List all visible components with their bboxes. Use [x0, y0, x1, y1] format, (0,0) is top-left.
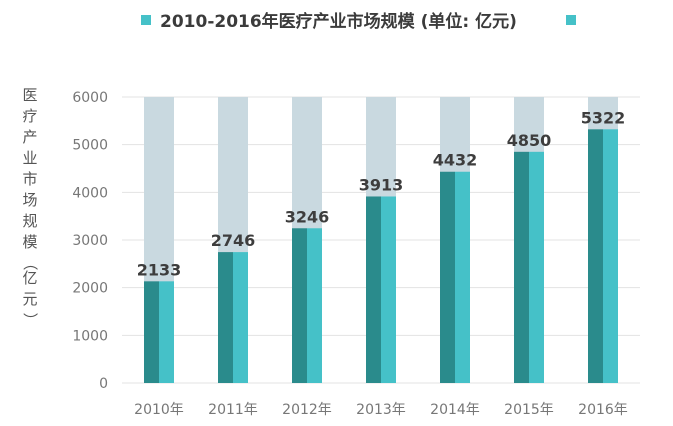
y-tick-label: 1000 — [72, 328, 108, 344]
value-bar-light — [307, 228, 322, 383]
y-tick-label: 2000 — [72, 281, 108, 297]
y-axis-label-char: 医 — [22, 86, 37, 104]
value-bar-light — [603, 129, 618, 383]
x-tick-label: 2014年 — [430, 402, 480, 418]
data-label: 2746 — [211, 231, 256, 250]
y-axis-label-char: 场 — [22, 191, 37, 209]
y-tick-label: 3000 — [72, 233, 108, 249]
y-axis-label-char: 市 — [22, 170, 37, 188]
x-axis-ticks: 2010年 2011年 2012年 2013年 2014年 2015年 2016年 — [134, 402, 628, 418]
data-label: 2133 — [137, 260, 182, 279]
value-bar-dark — [218, 252, 233, 383]
y-tick-label: 0 — [99, 376, 108, 392]
x-tick-label: 2011年 — [208, 402, 258, 418]
value-bar-dark — [514, 151, 529, 383]
bars — [144, 97, 618, 383]
title-marker-right — [566, 15, 576, 25]
data-label: 3913 — [359, 175, 404, 194]
value-bar-light — [381, 196, 396, 383]
data-label: 3246 — [285, 207, 330, 226]
value-bar-light — [529, 151, 544, 383]
data-labels: 2133 2746 3246 3913 4432 4850 5322 — [137, 108, 626, 279]
y-axis-label-char: 规 — [22, 212, 37, 230]
y-axis-label-char: 亿 — [22, 269, 37, 287]
y-axis-label-char: 产 — [22, 128, 37, 146]
value-bar-dark — [366, 196, 381, 383]
y-tick-label: 6000 — [72, 90, 108, 106]
value-bar-light — [233, 252, 248, 383]
chart-title-group: 2010-2016年医疗产业市场规模 (单位: 亿元) — [141, 11, 576, 32]
data-label: 5322 — [581, 108, 626, 127]
y-axis-label-char: 模 — [22, 233, 37, 251]
value-bar-dark — [588, 129, 603, 383]
y-axis-label-char: ） — [21, 312, 39, 327]
value-bar-dark — [144, 281, 159, 383]
y-axis-label-char: 业 — [22, 149, 37, 167]
y-tick-label: 5000 — [72, 138, 108, 154]
x-tick-label: 2013年 — [356, 402, 406, 418]
y-axis-ticks: 0 1000 2000 3000 4000 5000 6000 — [72, 90, 108, 392]
data-label: 4432 — [433, 151, 478, 170]
x-tick-label: 2015年 — [504, 402, 554, 418]
value-bar-dark — [292, 228, 307, 383]
x-tick-label: 2012年 — [282, 402, 332, 418]
value-bar-light — [159, 281, 174, 383]
y-axis-label-char: 元 — [22, 290, 37, 308]
data-label: 4850 — [507, 131, 552, 150]
y-axis-label: 医疗产业市场规模 （亿元 ） — [21, 86, 39, 328]
y-tick-label: 4000 — [72, 185, 108, 201]
y-axis-label-char: （ — [21, 255, 39, 270]
value-bar-dark — [440, 171, 455, 383]
chart-title: 2010-2016年医疗产业市场规模 (单位: 亿元) — [160, 11, 517, 32]
value-bar-light — [455, 171, 470, 383]
title-marker-left — [141, 15, 151, 25]
x-tick-label: 2016年 — [578, 402, 628, 418]
y-axis-label-char: 疗 — [22, 107, 37, 125]
x-tick-label: 2010年 — [134, 402, 184, 418]
